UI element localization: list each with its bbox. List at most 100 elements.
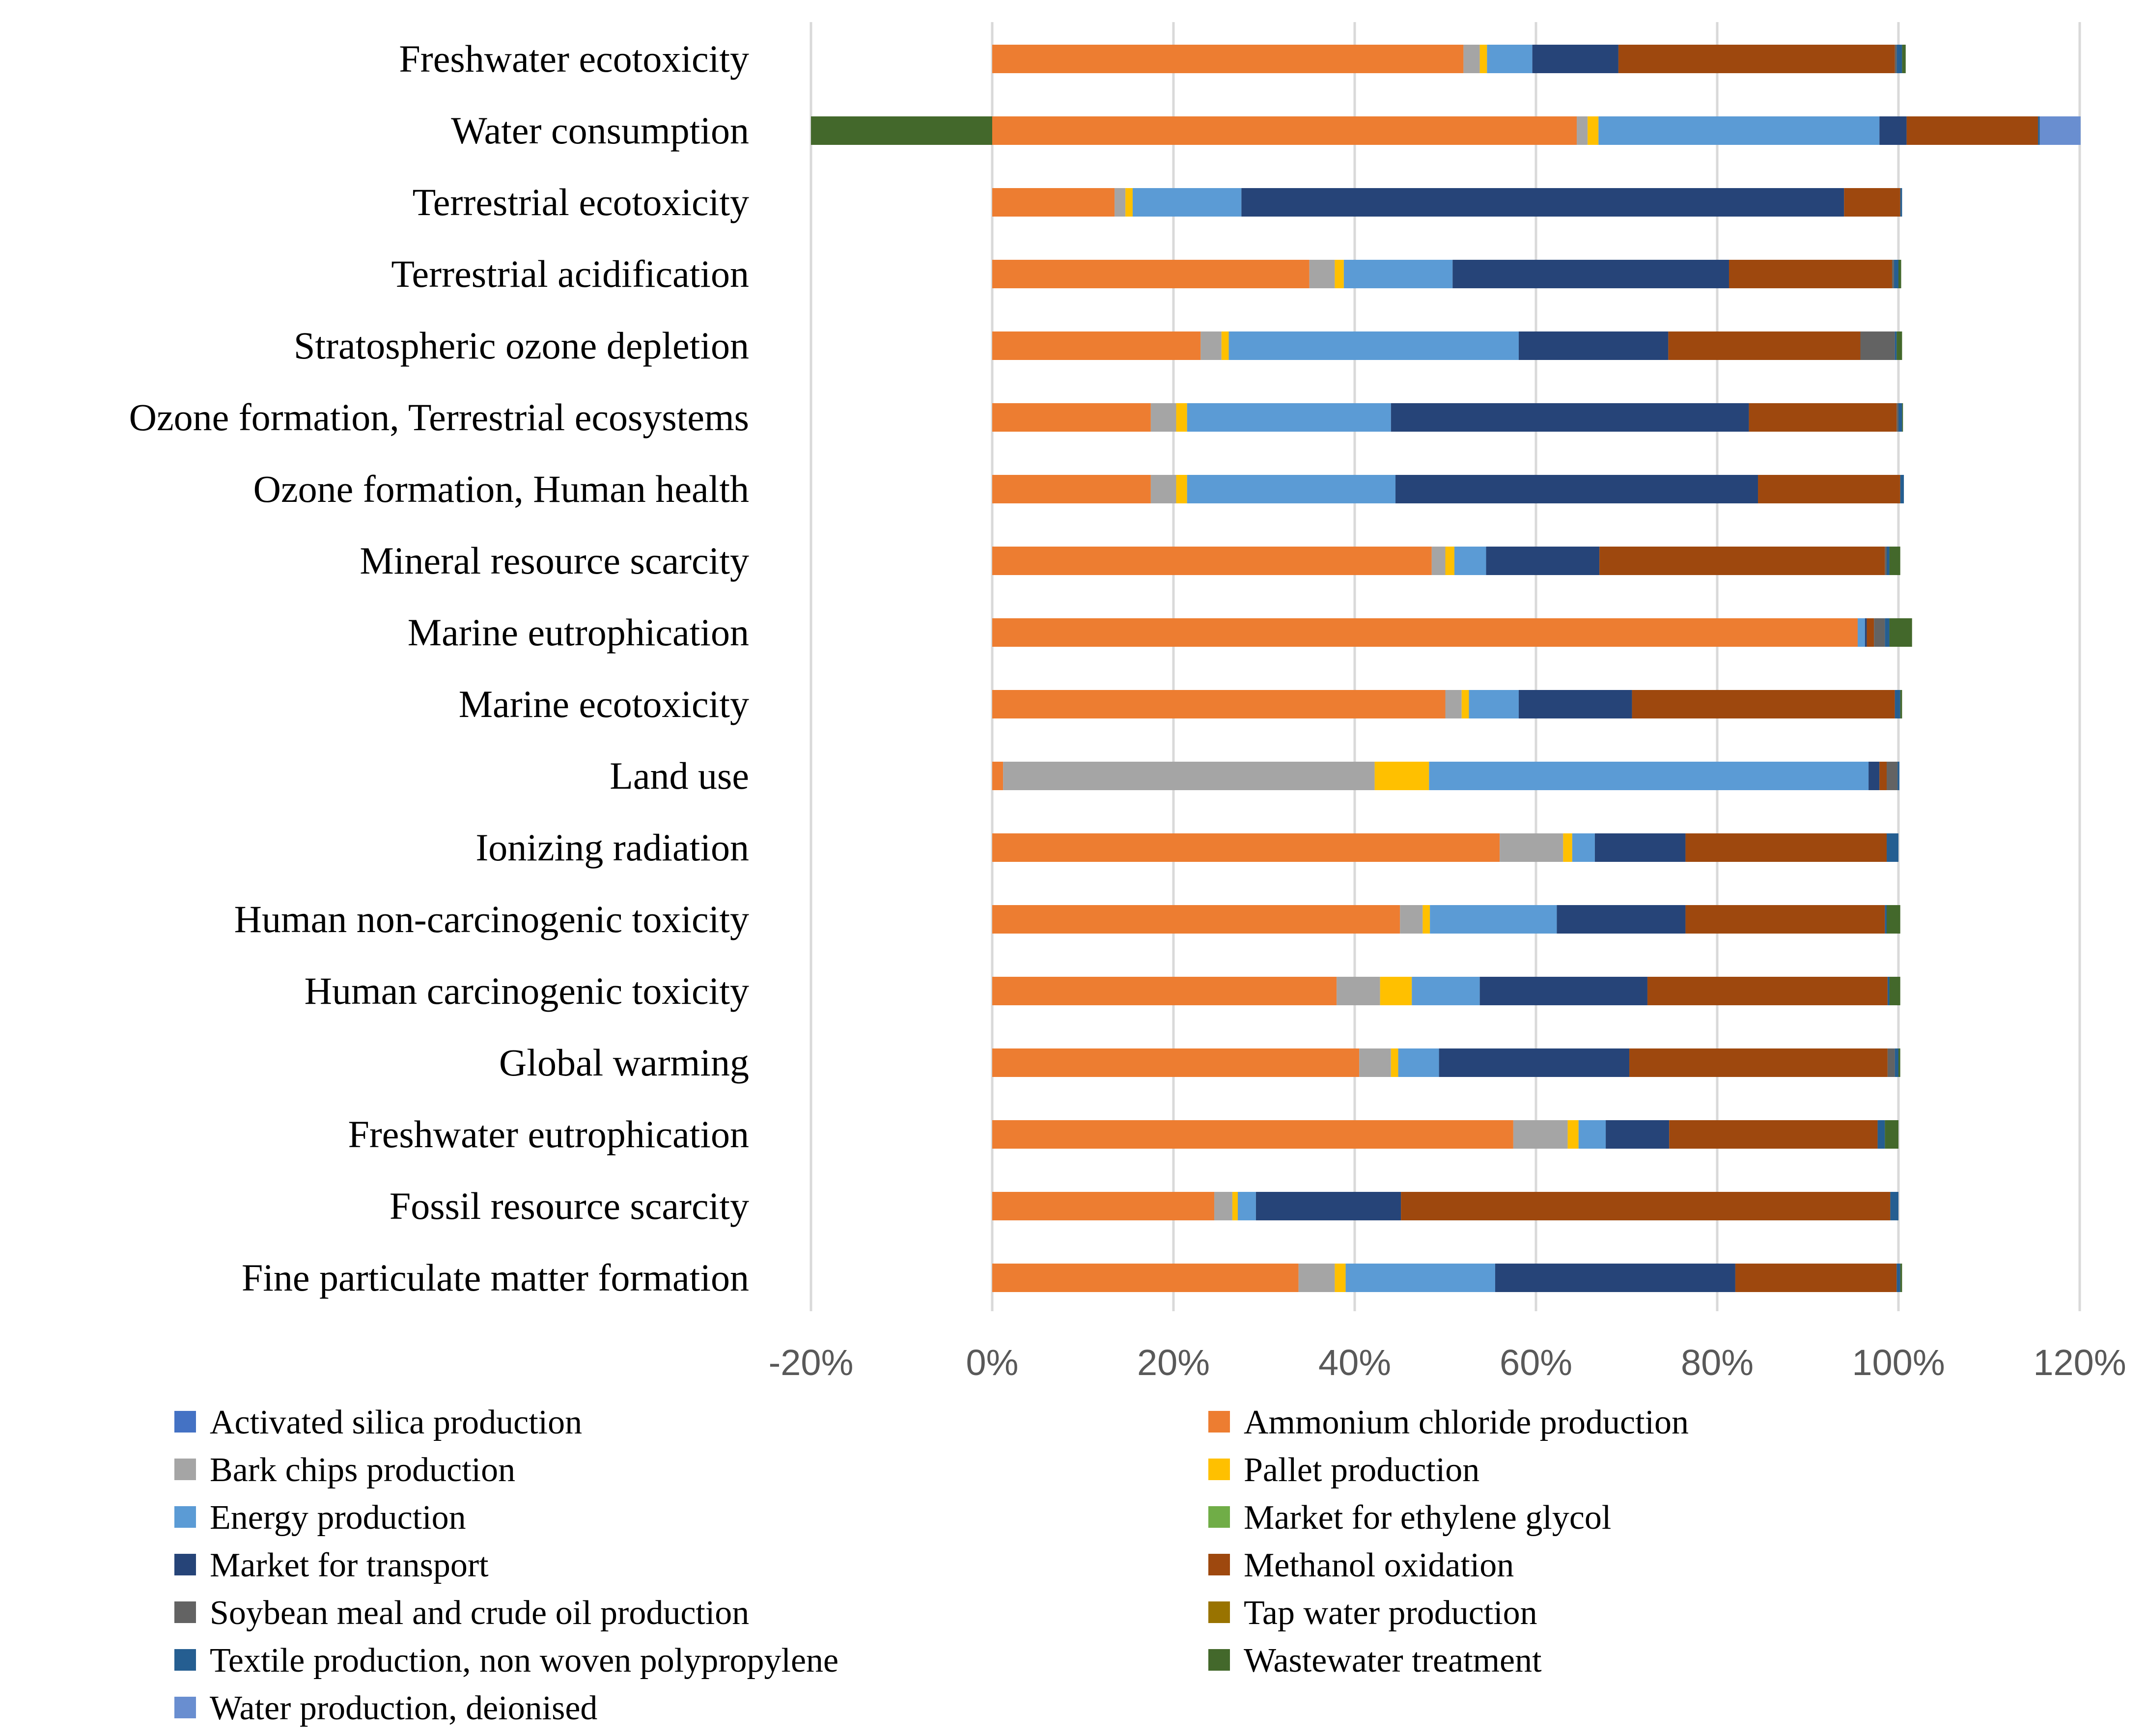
bar-segment-market-for-transport-human-carcinogenic-toxicity: [1479, 977, 1647, 1005]
bar-segment-wastewater-treatment-freshwater-eutrophication: [1885, 1120, 1898, 1149]
bar-segment-market-for-transport-fossil-resource-scarcity: [1255, 1192, 1401, 1220]
bar-segment-textile-production-non-woven-polypropylene-ozone-formation-human-health: [1900, 475, 1904, 503]
bar-segment-energy-production-fossil-resource-scarcity: [1237, 1192, 1256, 1220]
legend-swatch-market-for-transport: [174, 1554, 196, 1575]
bar-segment-bark-chips-production-stratospheric-ozone-depletion: [1200, 331, 1222, 360]
bar-segment-energy-production-ionizing-radiation: [1572, 833, 1595, 862]
x-tick-label: 20%: [1137, 1342, 1210, 1383]
bar-segment-methanol-oxidation-global-warming: [1629, 1048, 1888, 1077]
bar-segment-soybean-meal-and-crude-oil-production-terrestrial-acidification: [1892, 260, 1894, 288]
bar-series: [811, 45, 2081, 1292]
category-label-marine-ecotoxicity: Marine ecotoxicity: [459, 683, 749, 725]
bar-segment-bark-chips-production-freshwater-eutrophication: [1513, 1120, 1568, 1149]
bar-segment-textile-production-non-woven-polypropylene-freshwater-ecotoxicity: [1896, 45, 1902, 73]
bar-segment-textile-production-non-woven-polypropylene-mineral-resource-scarcity: [1887, 547, 1890, 575]
legend-label-ammonium-chloride-production: Ammonium chloride production: [1244, 1404, 1689, 1441]
bar-segment-energy-production-terrestrial-ecotoxicity: [1132, 188, 1242, 217]
bar-segment-bark-chips-production-marine-ecotoxicity: [1445, 690, 1462, 718]
x-tick-label: 40%: [1318, 1342, 1391, 1383]
legend-label-methanol-oxidation: Methanol oxidation: [1244, 1546, 1514, 1584]
legend-label-tap-water-production: Tap water production: [1244, 1594, 1537, 1632]
bar-segment-pallet-production-stratospheric-ozone-depletion: [1221, 331, 1229, 360]
bar-segment-ammonium-chloride-production-marine-eutrophication: [992, 618, 1858, 647]
bar-segment-textile-production-non-woven-polypropylene-terrestrial-ecotoxicity: [1900, 188, 1902, 217]
bar-segment-ammonium-chloride-production-fine-particulate-matter-formation: [992, 1264, 1299, 1292]
bar-segment-pallet-production-freshwater-ecotoxicity: [1479, 45, 1487, 73]
category-label-freshwater-eutrophication: Freshwater eutrophication: [348, 1113, 749, 1156]
bar-segment-market-for-transport-human-non-carcinogenic-toxicity: [1557, 905, 1686, 934]
category-label-stratospheric-ozone-depletion: Stratospheric ozone depletion: [294, 324, 749, 367]
category-labels: Freshwater ecotoxicity Water consumption T…: [129, 37, 749, 1299]
legend-label-market-for-ethylene-glycol: Market for ethylene glycol: [1244, 1499, 1611, 1537]
category-label-ionizing-radiation: Ionizing radiation: [475, 826, 749, 869]
bar-segment-bark-chips-production-global-warming: [1359, 1048, 1391, 1077]
bar-segment-wastewater-treatment-mineral-resource-scarcity: [1889, 547, 1900, 575]
legend-swatch-market-for-ethylene-glycol: [1208, 1506, 1230, 1528]
bar-segment-market-for-transport-terrestrial-ecotoxicity: [1241, 188, 1844, 217]
bar-segment-ammonium-chloride-production-freshwater-ecotoxicity: [992, 45, 1464, 73]
legend-label-activated-silica-production: Activated silica production: [210, 1404, 582, 1441]
bar-segment-textile-production-non-woven-polypropylene-ionizing-radiation: [1887, 833, 1898, 862]
bar-segment-pallet-production-water-consumption: [1588, 116, 1599, 145]
category-label-water-consumption: Water consumption: [451, 109, 749, 152]
bar-segment-pallet-production-ionizing-radiation: [1563, 833, 1572, 862]
bar-segment-ammonium-chloride-production-human-non-carcinogenic-toxicity: [992, 905, 1400, 934]
bar-segment-wastewater-treatment-stratospheric-ozone-depletion: [1896, 331, 1902, 360]
bar-segment-methanol-oxidation-terrestrial-acidification: [1729, 260, 1893, 288]
category-label-ozone-formation-terrestrial-ecosystems: Ozone formation, Terrestrial ecosystems: [129, 396, 749, 439]
bar-segment-ammonium-chloride-production-freshwater-eutrophication: [992, 1120, 1513, 1149]
bar-segment-methanol-oxidation-marine-ecotoxicity: [1632, 690, 1895, 718]
bar-segment-methanol-oxidation-human-carcinogenic-toxicity: [1647, 977, 1888, 1005]
bar-segment-wastewater-treatment-human-carcinogenic-toxicity: [1889, 977, 1900, 1005]
bar-segment-bark-chips-production-land-use: [1003, 762, 1375, 790]
bar-segment-methanol-oxidation-fossil-resource-scarcity: [1401, 1192, 1891, 1220]
bar-segment-market-for-transport-water-consumption: [1879, 116, 1907, 145]
bar-segment-ammonium-chloride-production-land-use: [992, 762, 1004, 790]
x-axis-tick-labels: -20% 0% 20% 40% 60% 80% 100% 120%: [769, 1342, 2126, 1383]
bar-segment-energy-production-marine-ecotoxicity: [1469, 690, 1519, 718]
bar-segment-pallet-production-land-use: [1374, 762, 1429, 790]
legend-label-wastewater-treatment: Wastewater treatment: [1244, 1642, 1542, 1680]
bar-segment-bark-chips-production-ozone-formation-human-health: [1150, 475, 1176, 503]
bar-segment-pallet-production-human-non-carcinogenic-toxicity: [1422, 905, 1430, 934]
category-label-human-non-carcinogenic-toxicity: Human non-carcinogenic toxicity: [234, 898, 749, 940]
bar-segment-textile-production-non-woven-polypropylene-marine-ecotoxicity: [1895, 690, 1900, 718]
bar-segment-market-for-transport-fine-particulate-matter-formation: [1495, 1264, 1735, 1292]
bar-segment-pallet-production-ozone-formation-terrestrial-ecosystems: [1176, 403, 1187, 432]
bar-segment-energy-production-global-warming: [1398, 1048, 1439, 1077]
bar-segment-market-for-transport-marine-ecotoxicity: [1518, 690, 1632, 718]
bar-segment-market-for-transport-freshwater-eutrophication: [1606, 1120, 1670, 1149]
bar-segment-methanol-oxidation-stratospheric-ozone-depletion: [1668, 331, 1861, 360]
bar-segment-methanol-oxidation-marine-eutrophication: [1867, 618, 1874, 647]
bar-segment-methanol-oxidation-terrestrial-ecotoxicity: [1844, 188, 1900, 217]
legend-swatch-water-production-deionised: [174, 1697, 196, 1718]
legend-swatch-wastewater-treatment: [1208, 1649, 1230, 1671]
x-tick-label: 120%: [2033, 1342, 2126, 1383]
legend-swatch-methanol-oxidation: [1208, 1554, 1230, 1575]
bar-segment-market-for-transport-freshwater-ecotoxicity: [1532, 45, 1618, 73]
bar-segment-textile-production-non-woven-polypropylene-terrestrial-acidification: [1894, 260, 1898, 288]
bar-segment-wastewater-treatment-marine-ecotoxicity: [1900, 690, 1902, 718]
bar-segment-methanol-oxidation-land-use: [1879, 762, 1887, 790]
category-label-freshwater-ecotoxicity: Freshwater ecotoxicity: [399, 37, 749, 80]
bar-segment-bark-chips-production-ozone-formation-terrestrial-ecosystems: [1150, 403, 1176, 432]
bar-segment-pallet-production-global-warming: [1391, 1048, 1398, 1077]
legend-label-pallet-production: Pallet production: [1244, 1451, 1479, 1489]
bar-segment-energy-production-terrestrial-acidification: [1343, 260, 1453, 288]
bar-segment-pallet-production-terrestrial-acidification: [1335, 260, 1344, 288]
bar-segment-energy-production-human-carcinogenic-toxicity: [1412, 977, 1480, 1005]
bar-segment-market-for-transport-land-use: [1868, 762, 1880, 790]
legend-label-bark-chips-production: Bark chips production: [210, 1451, 515, 1489]
bar-segment-bark-chips-production-terrestrial-ecotoxicity: [1115, 188, 1126, 217]
category-label-mineral-resource-scarcity: Mineral resource scarcity: [360, 539, 749, 582]
bar-segment-pallet-production-mineral-resource-scarcity: [1445, 547, 1454, 575]
bar-segment-energy-production-marine-eutrophication: [1857, 618, 1865, 647]
legend-swatch-ammonium-chloride-production: [1208, 1411, 1230, 1433]
bar-segment-wastewater-treatment-terrestrial-acidification: [1898, 260, 1901, 288]
bar-segment-ammonium-chloride-production-ionizing-radiation: [992, 833, 1500, 862]
bar-segment-bark-chips-production-freshwater-ecotoxicity: [1463, 45, 1480, 73]
bar-segment-bark-chips-production-human-non-carcinogenic-toxicity: [1400, 905, 1423, 934]
legend-swatch-textile-production-non-woven-polypropylene: [174, 1649, 196, 1671]
bar-segment-wastewater-treatment-fine-particulate-matter-formation: [1900, 1264, 1902, 1292]
